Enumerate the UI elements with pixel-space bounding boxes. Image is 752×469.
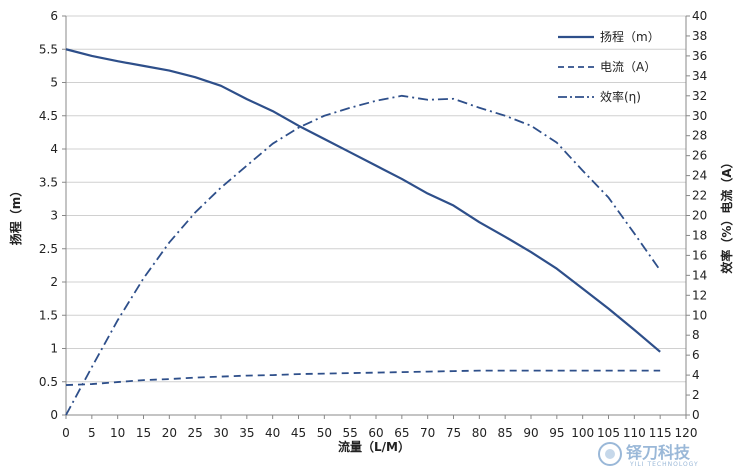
x-tick-label: 5 bbox=[88, 426, 96, 440]
y-left-tick-label: 0 bbox=[50, 408, 58, 422]
y-left-tick-label: 5 bbox=[50, 76, 58, 90]
efficiency-series-line bbox=[65, 94, 661, 416]
legend-label: 电流（A） bbox=[600, 60, 656, 74]
y-left-tick-label: 2.5 bbox=[39, 242, 58, 256]
x-tick-label: 15 bbox=[136, 426, 151, 440]
x-tick-label: 60 bbox=[368, 426, 383, 440]
x-tick-label: 80 bbox=[472, 426, 487, 440]
watermark-logo-icon bbox=[598, 442, 622, 466]
x-tick-label: 90 bbox=[523, 426, 538, 440]
y-right-tick-label: 38 bbox=[692, 29, 707, 43]
series-layer bbox=[65, 48, 661, 416]
y-right-tick-label: 22 bbox=[692, 189, 707, 203]
x-tick-label: 110 bbox=[623, 426, 646, 440]
y-right-tick-label: 28 bbox=[692, 129, 707, 143]
legend-label: 扬程（m） bbox=[600, 29, 660, 44]
y-right-axis-label: 效率（%）电流（A） bbox=[719, 156, 734, 273]
x-tick-label: 35 bbox=[239, 426, 254, 440]
y-right-tick-label: 14 bbox=[692, 268, 707, 282]
y-left-tick-label: 0.5 bbox=[39, 375, 58, 389]
watermark-logo: 铎刀科技 YILI TECHNOLOGY bbox=[598, 442, 699, 468]
x-tick-label: 55 bbox=[343, 426, 358, 440]
head-series-line bbox=[65, 48, 661, 353]
legend-item-efficiency: 效率(η) bbox=[558, 89, 641, 104]
y-right-tick-label: 34 bbox=[692, 69, 707, 83]
legend-label: 效率(η) bbox=[600, 89, 641, 104]
y-right-tick-label: 6 bbox=[692, 348, 700, 362]
y-right-tick-label: 32 bbox=[692, 89, 707, 103]
y-left-tick-label: 4.5 bbox=[39, 109, 58, 123]
watermark-sub: YILI TECHNOLOGY bbox=[629, 461, 699, 468]
y-left-tick-label: 3.5 bbox=[39, 175, 58, 189]
x-tick-label: 0 bbox=[62, 426, 70, 440]
y-left-tick-label: 4 bbox=[50, 142, 58, 156]
x-tick-label: 50 bbox=[317, 426, 332, 440]
y-right-tick-label: 24 bbox=[692, 169, 707, 183]
y-right-tick-label: 26 bbox=[692, 149, 707, 163]
y-right-tick-label: 10 bbox=[692, 308, 707, 322]
y-right-tick-label: 20 bbox=[692, 209, 707, 223]
y-left-tick-label: 3 bbox=[50, 209, 58, 223]
x-tick-label: 120 bbox=[675, 426, 698, 440]
y-left-tick-label: 5.5 bbox=[39, 42, 58, 56]
x-tick-label: 45 bbox=[291, 426, 306, 440]
x-axis-label: 流量（L/M） bbox=[338, 439, 410, 454]
y-right-tick-label: 36 bbox=[692, 49, 707, 63]
legend-item-head: 扬程（m） bbox=[558, 29, 660, 44]
y-right-tick-label: 12 bbox=[692, 288, 707, 302]
x-axis-ticks: 0 5 10 15 20 25 30 35 40 45 50 55 60 65 70 75 80 85 90 95 10… bbox=[62, 415, 697, 440]
x-tick-label: 30 bbox=[213, 426, 228, 440]
watermark-brand: 铎刀科技 bbox=[626, 443, 691, 462]
y-left-tick-label: 1 bbox=[50, 342, 58, 356]
legend: 扬程（m） 电流（A） 效率(η) bbox=[558, 29, 660, 104]
x-tick-label: 10 bbox=[110, 426, 125, 440]
y-left-tick-label: 2 bbox=[50, 275, 58, 289]
y-left-axis-ticks: 0 0.5 1 1.5 2 2.5 3 3.5 4 4.5 5 5.5 6 bbox=[39, 9, 66, 422]
x-tick-label: 65 bbox=[394, 426, 409, 440]
x-tick-label: 25 bbox=[188, 426, 203, 440]
grid-lines bbox=[66, 15, 686, 383]
y-right-tick-label: 2 bbox=[692, 388, 700, 402]
y-right-tick-label: 16 bbox=[692, 248, 707, 262]
x-tick-label: 40 bbox=[265, 426, 280, 440]
x-tick-label: 85 bbox=[498, 426, 513, 440]
y-left-tick-label: 1.5 bbox=[39, 308, 58, 322]
x-tick-label: 115 bbox=[649, 426, 672, 440]
y-right-tick-label: 8 bbox=[692, 328, 700, 342]
y-right-tick-label: 4 bbox=[692, 368, 700, 382]
x-tick-label: 75 bbox=[446, 426, 461, 440]
y-right-tick-label: 40 bbox=[692, 9, 707, 23]
x-tick-label: 20 bbox=[162, 426, 177, 440]
y-right-tick-label: 18 bbox=[692, 228, 707, 242]
current-series-line bbox=[65, 369, 661, 386]
y-left-axis-label: 扬程（m） bbox=[8, 185, 23, 246]
x-tick-label: 100 bbox=[571, 426, 594, 440]
x-tick-label: 95 bbox=[549, 426, 564, 440]
x-tick-label: 70 bbox=[420, 426, 435, 440]
x-tick-label: 105 bbox=[597, 426, 620, 440]
watermark-logo-icon-core bbox=[605, 449, 615, 459]
y-right-tick-label: 30 bbox=[692, 109, 707, 123]
y-right-tick-label: 0 bbox=[692, 408, 700, 422]
y-left-tick-label: 6 bbox=[50, 9, 58, 23]
legend-item-current: 电流（A） bbox=[558, 60, 656, 74]
